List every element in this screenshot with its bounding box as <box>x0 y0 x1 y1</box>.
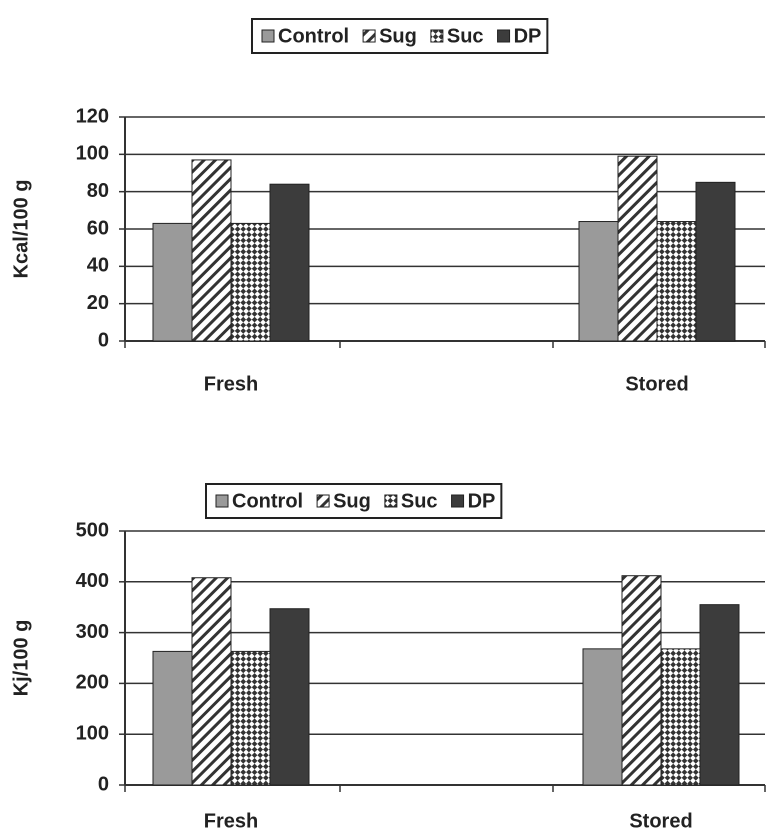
legend-swatch <box>215 494 229 508</box>
y-tick-label: 0 <box>98 329 109 351</box>
bar <box>191 159 232 342</box>
bar <box>230 222 271 342</box>
legend-label: DP <box>514 25 542 47</box>
bar <box>152 650 193 786</box>
legend-label: Control <box>278 25 349 47</box>
legend-swatch <box>261 29 275 43</box>
legend-swatch <box>384 494 398 508</box>
x-tick-label: Fresh <box>204 373 258 395</box>
bar <box>578 221 619 342</box>
bar <box>695 181 736 342</box>
y-tick-label: 300 <box>76 621 109 643</box>
y-tick-label: 400 <box>76 570 109 592</box>
y-tick-label: 500 <box>76 519 109 541</box>
y-tick-label: 80 <box>87 180 109 202</box>
bar <box>582 648 623 786</box>
bar <box>269 183 310 342</box>
legend-swatch <box>362 29 376 43</box>
y-tick-label: 120 <box>76 105 109 127</box>
bar <box>699 604 740 786</box>
bar <box>269 608 310 786</box>
bar <box>230 650 271 786</box>
y-tick-label: 40 <box>87 255 109 277</box>
y-axis-label: Kcal/100 g <box>10 180 32 279</box>
bar <box>152 222 193 342</box>
legend-label: Suc <box>401 490 438 512</box>
legend-label: Suc <box>447 25 484 47</box>
x-tick-label: Stored <box>625 373 688 395</box>
y-tick-label: 20 <box>87 292 109 314</box>
y-tick-label: 0 <box>98 773 109 795</box>
bar <box>656 221 697 342</box>
bar <box>660 648 701 786</box>
bar <box>617 155 658 342</box>
bar <box>191 577 232 786</box>
legend-swatch <box>316 494 330 508</box>
y-tick-label: 200 <box>76 672 109 694</box>
legend-label: Sug <box>379 25 417 47</box>
y-axis-label: Kj/100 g <box>10 620 32 697</box>
legend-box <box>251 18 549 54</box>
legend-swatch <box>497 29 511 43</box>
bar <box>621 575 662 786</box>
legend-swatch <box>430 29 444 43</box>
legend-label: Control <box>232 490 303 512</box>
y-tick-label: 100 <box>76 143 109 165</box>
y-tick-label: 100 <box>76 722 109 744</box>
y-tick-label: 60 <box>87 217 109 239</box>
x-tick-label: Fresh <box>204 810 258 832</box>
legend-label: DP <box>468 490 496 512</box>
legend-swatch <box>451 494 465 508</box>
x-tick-label: Stored <box>629 810 692 832</box>
legend-label: Sug <box>333 490 371 512</box>
